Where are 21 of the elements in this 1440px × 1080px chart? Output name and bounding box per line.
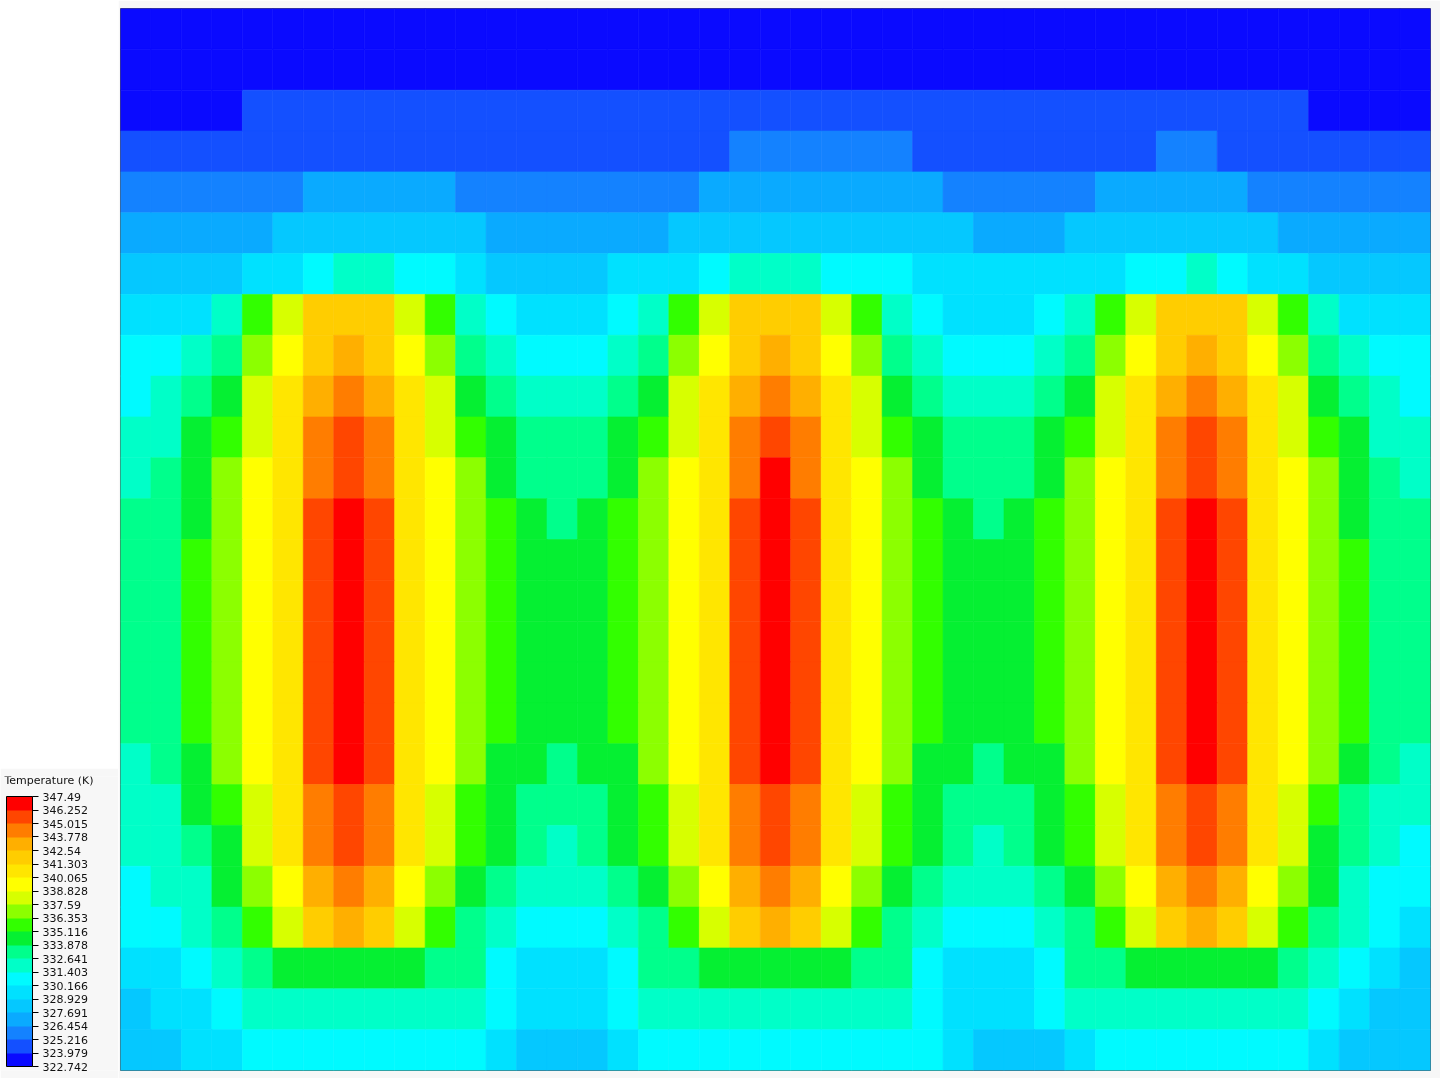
color-bar-label: 336.353	[42, 912, 88, 925]
color-bar-label: 327.691	[42, 1006, 88, 1020]
color-bar-label: 322.742	[42, 1060, 88, 1074]
color-bar-label: 325.216	[42, 1033, 88, 1047]
color-bar-label: 345.015	[42, 817, 88, 831]
color-bar-label: 343.778	[42, 831, 88, 844]
color-bar-label: 332.641	[42, 952, 88, 966]
color-bar-label: 347.49	[42, 790, 81, 804]
color-bar-label: 328.929	[42, 993, 88, 1006]
color-bar-label: 330.166	[42, 979, 88, 993]
color-bar-label: 341.303	[42, 858, 88, 871]
color-bar-label: 333.878	[42, 939, 88, 953]
color-bar-label: 340.065	[42, 871, 88, 885]
color-bar-label: 326.454	[42, 1020, 88, 1033]
color-bar-label: 335.116	[42, 925, 88, 939]
color-bar-label: 338.828	[42, 885, 88, 898]
color-bar-label: 346.252	[42, 804, 88, 818]
color-bar-label: 323.979	[42, 1047, 88, 1060]
color-bar-label: 342.54	[42, 844, 81, 858]
color-bar-label: 337.59	[42, 898, 81, 912]
color-bar-label: 331.403	[42, 966, 88, 980]
